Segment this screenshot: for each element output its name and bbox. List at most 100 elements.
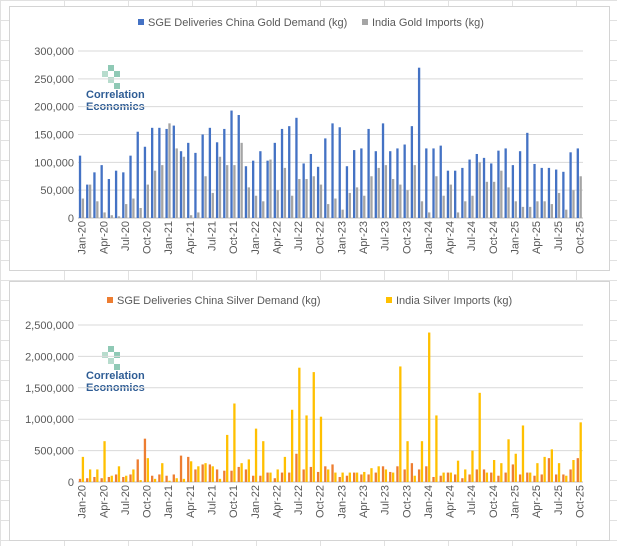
silver-bar-sge <box>533 475 536 482</box>
gold-x-tick-label: Jan-21 <box>163 221 175 255</box>
silver-bar-sge <box>114 474 118 482</box>
gold-bar-india <box>312 176 315 218</box>
silver-bar-india <box>218 478 222 482</box>
logo-mark <box>108 77 114 83</box>
silver-bar-india <box>334 472 337 482</box>
gold-bar-india <box>550 204 553 218</box>
silver-bar-sge <box>468 474 471 482</box>
silver-bar-sge <box>482 469 486 482</box>
logo-mark <box>108 346 114 352</box>
legend-swatch-gold-sge <box>138 19 144 25</box>
gold-bar-india <box>565 209 568 218</box>
silver-bar-sge <box>324 466 327 482</box>
gold-bar-india <box>478 162 481 218</box>
silver-x-tick-label: Jul-22 <box>293 485 305 515</box>
silver-bar-india <box>543 456 546 482</box>
gold-bar-sge <box>540 167 543 218</box>
gold-bar-india <box>521 206 525 218</box>
correlation-economics-logo: Correlation Economics <box>86 346 145 394</box>
gold-x-tick-label: Apr-21 <box>185 221 197 254</box>
silver-bar-sge <box>403 469 406 482</box>
silver-bar-sge <box>504 472 507 482</box>
silver-bar-india <box>471 450 474 482</box>
gold-bar-india <box>81 198 85 218</box>
silver-bar-india <box>579 422 582 482</box>
silver-bar-india <box>391 472 395 482</box>
gold-bar-india <box>543 201 546 218</box>
silver-bar-india <box>492 460 496 482</box>
gold-chart: SGE Deliveries China Gold Demand (kg) In… <box>34 17 586 255</box>
gold-bar-sge <box>259 151 262 218</box>
gold-y-tick-label: 100,000 <box>34 157 74 169</box>
silver-bar-sge <box>417 469 421 482</box>
silver-bar-india <box>485 472 489 482</box>
gold-y-tick-label: 50,000 <box>40 185 74 197</box>
gold-bar-india <box>391 179 395 218</box>
gold-bar-sge <box>547 167 551 218</box>
silver-bar-india <box>507 439 510 482</box>
gold-bar-india <box>413 165 416 218</box>
silver-bar-sge <box>490 472 493 482</box>
gold-x-tick-label: Jul-22 <box>293 221 305 251</box>
gold-bar-sge <box>497 150 500 218</box>
silver-bar-sge <box>179 455 183 482</box>
silver-chart-panel[interactable]: SGE Deliveries China Silver Demand (kg) … <box>9 281 610 541</box>
gold-bar-india <box>529 206 532 218</box>
gold-bar-india <box>305 179 308 218</box>
gold-bar-sge <box>107 179 111 218</box>
gold-bar-india <box>377 167 380 218</box>
gold-bar-sge <box>381 123 385 218</box>
gold-bar-sge <box>389 151 392 218</box>
gold-bar-sge <box>511 165 515 218</box>
gold-bar-sge <box>136 131 139 218</box>
logo-mark <box>108 358 114 364</box>
gold-x-tick-label: Oct-23 <box>401 221 413 254</box>
silver-x-tick-label: Jan-21 <box>163 485 175 519</box>
gold-bar-india <box>485 181 489 218</box>
silver-bar-sge <box>360 474 363 482</box>
logo-mark <box>114 71 120 77</box>
silver-bar-india <box>153 478 157 482</box>
gold-y-tick-label: 150,000 <box>34 130 74 142</box>
gold-bar-sge <box>576 148 579 218</box>
gold-x-tick-label: Apr-24 <box>445 221 457 254</box>
gold-bar-india <box>449 184 452 218</box>
silver-chart: SGE Deliveries China Silver Demand (kg) … <box>25 295 586 519</box>
silver-bar-sge <box>389 471 392 482</box>
gold-bar-india <box>197 212 200 218</box>
silver-x-tick-label: Oct-24 <box>488 485 500 518</box>
gold-bar-sge <box>230 110 233 218</box>
logo-mark <box>114 352 120 358</box>
gold-x-tick-label: Jul-20 <box>120 221 132 251</box>
gold-bar-sge <box>223 128 226 218</box>
gold-y-tick-label: 200,000 <box>34 102 74 114</box>
gold-x-tick-label: Jan-25 <box>509 221 521 255</box>
logo-text-line1: Correlation <box>86 89 145 101</box>
silver-bar-india <box>175 478 178 482</box>
silver-bar-sge <box>136 459 139 482</box>
silver-x-tick-label: Jul-23 <box>380 485 392 515</box>
silver-x-tick-label: Jul-20 <box>120 485 132 515</box>
silver-bar-india <box>305 415 308 482</box>
silver-bar-sge <box>215 469 219 482</box>
gold-bar-india <box>290 195 294 218</box>
silver-bar-india <box>161 463 164 482</box>
gold-x-tick-label: Oct-22 <box>315 221 327 254</box>
silver-bar-sge <box>374 472 377 482</box>
gold-bar-india <box>254 195 258 218</box>
silver-legend: SGE Deliveries China Silver Demand (kg) … <box>107 295 512 307</box>
gold-bar-india <box>471 195 474 218</box>
silver-bar-india <box>420 441 424 482</box>
gold-bar-india <box>399 184 402 218</box>
silver-bar-sge <box>540 474 543 482</box>
silver-bar-india <box>125 475 128 482</box>
silver-bar-india <box>254 428 258 482</box>
legend-label-gold-india: India Gold Imports (kg) <box>372 17 484 29</box>
gold-chart-panel[interactable]: SGE Deliveries China Gold Demand (kg) In… <box>9 6 610 271</box>
gold-bar-india <box>406 190 409 218</box>
gold-bar-sge <box>562 171 565 218</box>
gold-bar-sge <box>367 128 370 218</box>
gold-bar-sge <box>122 172 125 218</box>
silver-bar-india <box>413 475 416 482</box>
gold-bar-sge <box>555 169 558 218</box>
